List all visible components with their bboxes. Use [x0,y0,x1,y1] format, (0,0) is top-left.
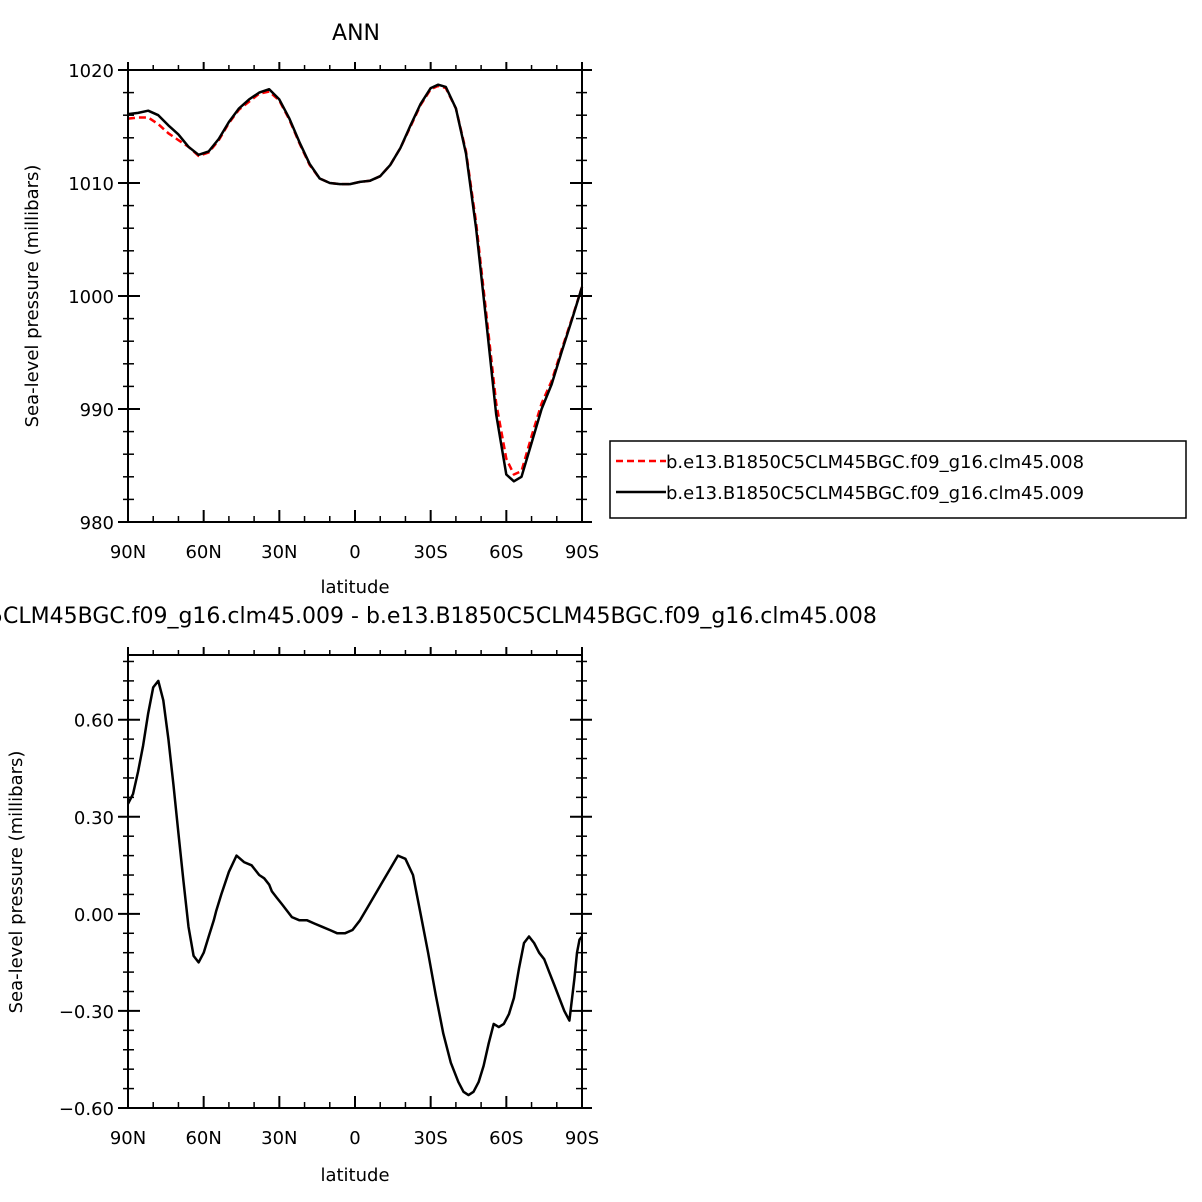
bottom-y-ticks [118,660,592,1109]
top-x-tick-label-5: 60S [489,542,523,563]
bottom-series-lines [126,679,583,1097]
legend-label-series-009: b.e13.B1850C5CLM45BGC.f09_g16.clm45.009 [666,483,1084,504]
bottom-plot-frame [127,654,583,1109]
bottom-x-axis-label: latitude [320,1165,389,1186]
bottom-y-tick-label-0: −0.60 [59,1099,114,1120]
top-x-ticks [127,62,583,522]
top-series-line-0 [127,84,584,476]
top-x-tick-label-0: 90N [110,542,146,563]
top-y-ticks [118,69,592,523]
legend-label-series-008: b.e13.B1850C5CLM45BGC.f09_g16.clm45.008 [666,452,1084,473]
bottom-x-tick-label-3: 0 [349,1128,360,1149]
bottom-series-line-0 [126,679,583,1097]
top-x-tick-label-1: 60N [185,542,221,563]
top-y-tick-label-1: 990 [80,400,114,421]
bottom-x-tick-label-6: 90S [565,1128,599,1149]
top-x-tick-label-6: 90S [565,542,599,563]
top-y-tick-labels: 980 990 1000 1010 1020 [68,61,114,534]
top-x-tick-label-2: 30N [261,542,297,563]
bottom-x-tick-label-0: 90N [110,1128,146,1149]
bottom-y-tick-label-4: 0.60 [74,711,114,732]
bottom-x-tick-label-2: 30N [261,1128,297,1149]
bottom-y-tick-label-3: 0.30 [74,808,114,829]
top-x-tick-labels: 90N 60N 30N 0 30S 60S 90S [110,542,599,563]
top-y-tick-label-0: 980 [80,513,114,534]
bottom-x-tick-labels: 90N 60N 30N 0 30S 60S 90S [110,1128,599,1149]
top-y-tick-label-2: 1000 [68,287,114,308]
bottom-x-tick-label-5: 60S [489,1128,523,1149]
top-x-axis-label: latitude [320,577,389,598]
bottom-chart-title: b.e13.B1850C5CLM45BGC.f09_g16.clm45.009 … [0,604,877,629]
top-y-tick-label-4: 1020 [68,61,114,82]
bottom-y-tick-label-1: −0.30 [59,1002,114,1023]
legend-item-series-009: b.e13.B1850C5CLM45BGC.f09_g16.clm45.009 [616,483,1084,504]
bottom-x-tick-label-1: 60N [185,1128,221,1149]
top-series-lines [127,83,584,483]
top-x-tick-label-3: 0 [349,542,360,563]
bottom-panel: b.e13.B1850C5CLM45BGC.f09_g16.clm45.009 … [0,604,877,1186]
bottom-x-ticks [127,647,583,1108]
bottom-y-axis-label: Sea-level pressure (millibars) [6,751,27,1014]
top-panel: ANN 90N 60N 30N 0 30S 60S 90S 980 990 1000 1010 10… [22,21,1187,598]
bottom-y-tick-label-2: 0.00 [74,905,114,926]
top-plot-frame [127,69,583,523]
legend-item-series-008: b.e13.B1850C5CLM45BGC.f09_g16.clm45.008 [616,452,1084,473]
top-y-tick-label-3: 1010 [68,174,114,195]
top-x-tick-label-4: 30S [413,542,447,563]
bottom-x-tick-label-4: 30S [413,1128,447,1149]
top-legend: b.e13.B1850C5CLM45BGC.f09_g16.clm45.008 … [609,440,1187,519]
top-chart-title: ANN [332,21,380,46]
top-y-axis-label: Sea-level pressure (millibars) [22,165,43,428]
top-series-line-1 [127,83,584,483]
legend-box [609,440,1187,519]
bottom-y-tick-labels: −0.60 −0.30 0.00 0.30 0.60 [59,711,114,1120]
